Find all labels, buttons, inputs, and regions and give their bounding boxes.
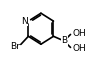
Text: N: N <box>21 17 28 26</box>
Text: B: B <box>61 36 67 45</box>
Text: OH: OH <box>73 29 86 37</box>
Text: OH: OH <box>73 44 86 53</box>
Text: Br: Br <box>10 42 20 51</box>
